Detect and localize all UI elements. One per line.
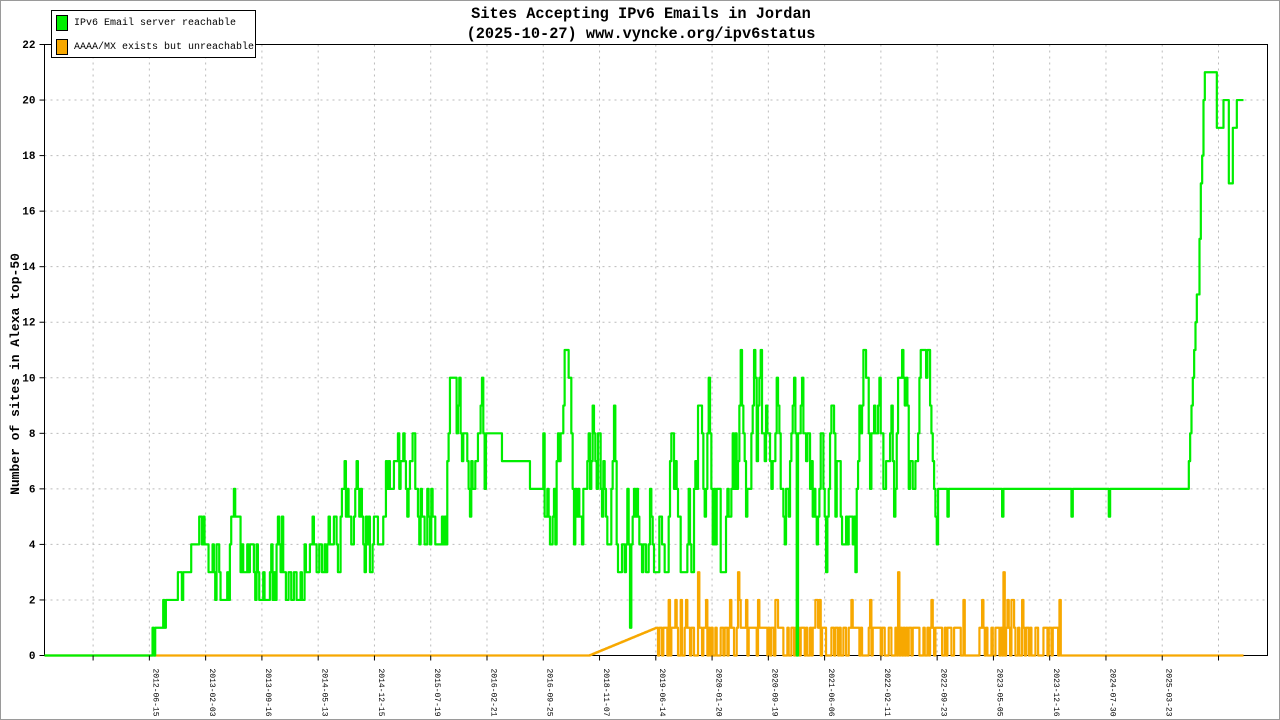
- svg-text:20: 20: [22, 96, 35, 108]
- svg-text:16: 16: [22, 207, 35, 219]
- svg-text:2015-07-19: 2015-07-19: [432, 669, 441, 717]
- svg-text:2020-01-20: 2020-01-20: [713, 669, 722, 717]
- svg-text:18: 18: [22, 151, 36, 163]
- svg-text:6: 6: [29, 484, 36, 496]
- svg-text:10: 10: [22, 373, 35, 385]
- svg-text:2018-11-07: 2018-11-07: [601, 669, 610, 717]
- svg-text:12: 12: [22, 318, 35, 330]
- svg-text:2020-09-19: 2020-09-19: [770, 669, 779, 717]
- svg-text:2022-02-11: 2022-02-11: [882, 669, 891, 717]
- svg-text:2016-09-25: 2016-09-25: [545, 669, 554, 717]
- svg-text:2024-07-30: 2024-07-30: [1107, 669, 1116, 717]
- svg-text:8: 8: [29, 429, 36, 441]
- svg-text:2021-06-06: 2021-06-06: [826, 669, 835, 717]
- svg-text:14: 14: [22, 262, 36, 274]
- svg-text:2014-05-13: 2014-05-13: [319, 669, 328, 717]
- svg-text:2013-02-03: 2013-02-03: [207, 669, 216, 717]
- svg-text:2: 2: [29, 595, 36, 607]
- svg-text:2014-12-15: 2014-12-15: [376, 669, 385, 717]
- svg-text:2013-09-16: 2013-09-16: [263, 669, 272, 717]
- svg-text:2023-12-16: 2023-12-16: [1051, 669, 1060, 717]
- svg-text:2019-06-14: 2019-06-14: [657, 669, 666, 717]
- svg-text:2023-05-05: 2023-05-05: [995, 669, 1004, 717]
- svg-text:2022-09-23: 2022-09-23: [938, 669, 947, 717]
- svg-text:2016-02-21: 2016-02-21: [488, 669, 497, 717]
- svg-text:2025-03-23: 2025-03-23: [1164, 669, 1173, 717]
- svg-text:2012-06-15: 2012-06-15: [151, 669, 160, 717]
- svg-text:0: 0: [29, 651, 36, 663]
- svg-text:4: 4: [29, 540, 36, 552]
